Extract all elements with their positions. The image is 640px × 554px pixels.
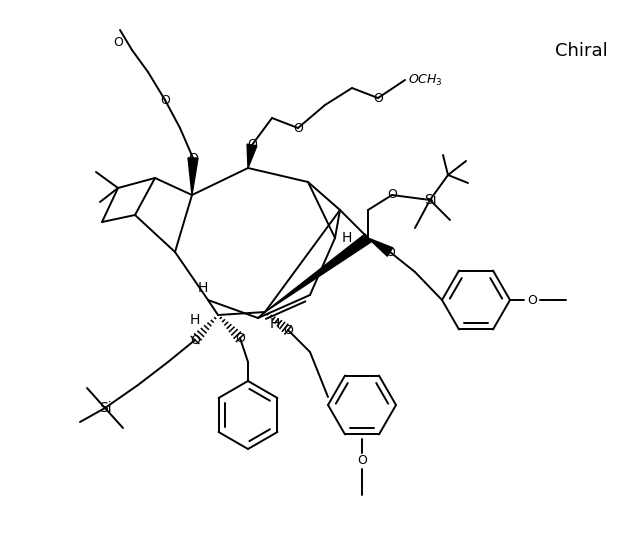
Text: H: H (189, 313, 200, 327)
Text: O: O (385, 245, 395, 259)
Text: O: O (283, 324, 293, 336)
Text: H: H (342, 231, 352, 245)
Text: O: O (188, 151, 198, 165)
Text: O: O (190, 334, 200, 346)
Polygon shape (265, 234, 371, 312)
Text: O: O (247, 138, 257, 151)
Text: O: O (235, 331, 245, 345)
Polygon shape (247, 144, 257, 168)
Text: $OCH_3$: $OCH_3$ (408, 73, 443, 88)
Text: H: H (198, 281, 208, 295)
Text: O: O (357, 454, 367, 468)
Text: Si: Si (99, 401, 111, 415)
Text: O: O (527, 294, 537, 306)
Text: Chiral: Chiral (555, 42, 608, 60)
Text: Si: Si (424, 193, 436, 207)
Text: O: O (113, 35, 123, 49)
Text: O: O (293, 121, 303, 135)
Text: O: O (160, 94, 170, 106)
Text: H: H (270, 317, 280, 331)
Polygon shape (188, 158, 198, 195)
Text: O: O (373, 91, 383, 105)
Text: O: O (387, 188, 397, 202)
Polygon shape (368, 238, 393, 256)
